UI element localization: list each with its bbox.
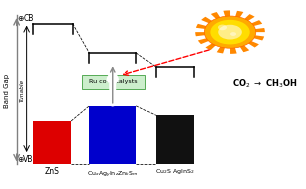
Circle shape — [218, 25, 227, 30]
Circle shape — [210, 20, 250, 44]
Wedge shape — [211, 12, 230, 32]
Bar — [33, 121, 71, 164]
Wedge shape — [230, 14, 255, 32]
Wedge shape — [230, 32, 259, 47]
Wedge shape — [223, 10, 230, 32]
Text: Cu$_2$S AgInS$_2$: Cu$_2$S AgInS$_2$ — [155, 167, 195, 177]
Text: ZnS: ZnS — [45, 167, 60, 177]
Text: CB: CB — [23, 14, 34, 23]
Text: ⊕: ⊕ — [17, 155, 24, 164]
Wedge shape — [230, 32, 264, 40]
Bar — [156, 115, 194, 164]
Text: ⊕: ⊕ — [17, 14, 24, 23]
Wedge shape — [230, 32, 237, 54]
Circle shape — [204, 16, 256, 48]
Wedge shape — [205, 32, 230, 50]
Circle shape — [230, 32, 236, 36]
Wedge shape — [217, 32, 230, 53]
Wedge shape — [196, 24, 230, 32]
Wedge shape — [230, 32, 249, 52]
Text: Band Gap: Band Gap — [4, 74, 10, 108]
Wedge shape — [230, 28, 265, 32]
Text: Tunable: Tunable — [20, 79, 25, 102]
Wedge shape — [198, 32, 230, 44]
Circle shape — [218, 25, 242, 40]
Text: Cu$_x$Ag$_y$In$_z$Zn$_k$S$_m$: Cu$_x$Ag$_y$In$_z$Zn$_k$S$_m$ — [87, 170, 138, 180]
Wedge shape — [195, 32, 230, 36]
Wedge shape — [201, 17, 230, 32]
Text: VB: VB — [23, 155, 34, 164]
Wedge shape — [230, 11, 243, 32]
Text: Ru co-catalysts: Ru co-catalysts — [89, 79, 138, 84]
Bar — [89, 106, 136, 164]
Wedge shape — [230, 20, 262, 32]
Text: CO$_2$ $\rightarrow$ CH$_3$OH: CO$_2$ $\rightarrow$ CH$_3$OH — [232, 78, 298, 90]
FancyBboxPatch shape — [82, 75, 145, 89]
